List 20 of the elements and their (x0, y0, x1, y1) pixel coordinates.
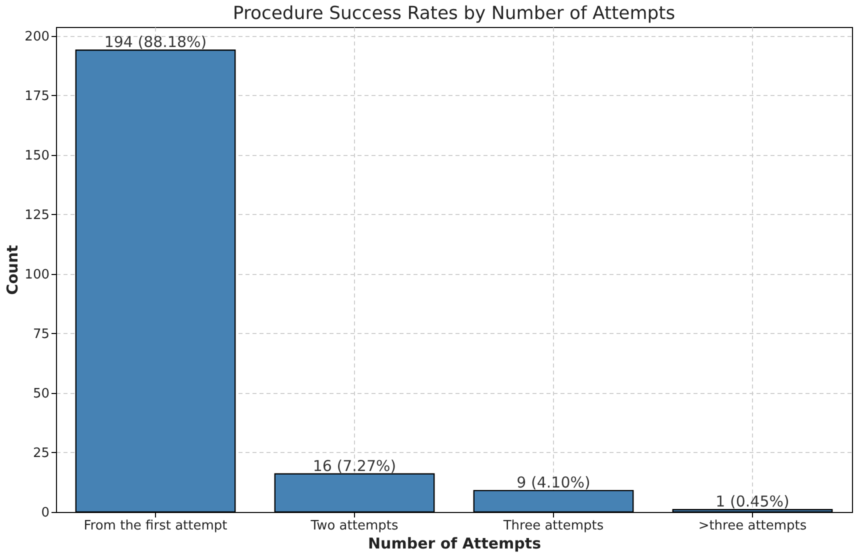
y-tick-label: 175 (24, 88, 50, 104)
x-tick-label: From the first attempt (84, 518, 228, 534)
y-tick-label: 50 (32, 386, 50, 402)
x-tick-label: Two attempts (310, 518, 398, 534)
chart-title: Procedure Success Rates by Number of Attempts (232, 3, 676, 24)
y-tick-label: 75 (32, 326, 50, 342)
y-tick-label: 150 (24, 148, 50, 164)
y-tick-label: 25 (32, 446, 50, 461)
y-tick-label: 200 (24, 29, 50, 44)
y-axis-title: Count (4, 245, 22, 295)
y-tick-label: 0 (41, 506, 50, 520)
x-axis-title: Number of Attempts (368, 534, 542, 552)
x-tick-label: >three attempts (698, 518, 807, 534)
data-label: 9 (4.10%) (516, 474, 590, 492)
data-label: 16 (7.27%) (312, 456, 396, 475)
y-tick-label: 125 (24, 208, 50, 223)
y-tick-label: 100 (24, 267, 50, 282)
data-label: 194 (88.18%) (104, 33, 207, 52)
x-tick-label: Three attempts (502, 518, 604, 534)
data-label: 1 (0.45%) (716, 492, 790, 511)
